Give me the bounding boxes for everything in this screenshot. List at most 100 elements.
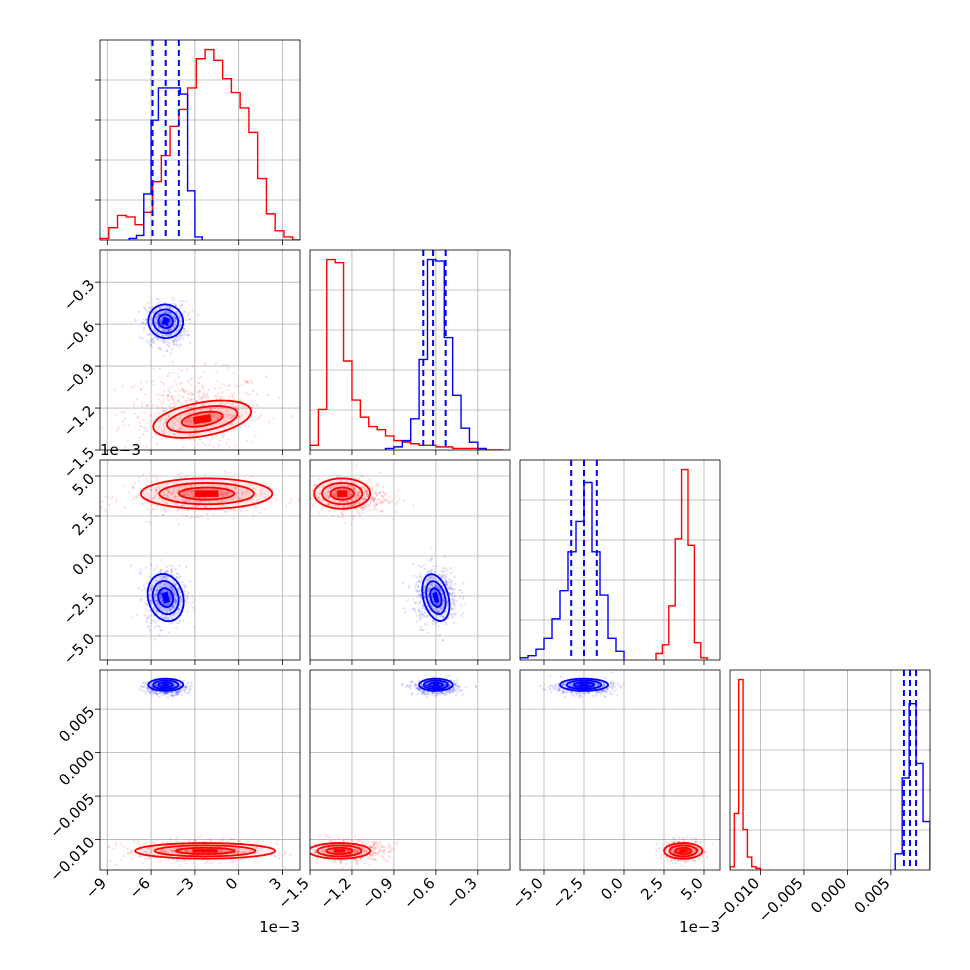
scatter-point-0 <box>189 420 193 424</box>
scatter-point-1 <box>177 325 181 328</box>
scatter-point-1 <box>430 604 433 607</box>
scatter-point-0 <box>365 492 368 495</box>
scatter-point-0 <box>334 489 338 493</box>
scatter-point-1 <box>435 694 438 698</box>
panel-bg <box>310 670 510 870</box>
scatter-point-0 <box>357 502 361 505</box>
scatter-point-0 <box>187 396 190 400</box>
scatter-point-1 <box>168 584 172 588</box>
scatter-point-1 <box>166 340 170 343</box>
scatter-point-1 <box>147 687 150 690</box>
scatter-point-0 <box>178 400 181 404</box>
scatter-point-1 <box>174 567 177 571</box>
scatter-point-0 <box>174 389 177 393</box>
scatter-point-0 <box>257 849 261 853</box>
scatter-point-0 <box>315 857 319 860</box>
scatter-point-1 <box>452 607 455 611</box>
scatter-point-0 <box>145 501 148 505</box>
scatter-point-1 <box>442 615 445 619</box>
scatter-point-0 <box>148 852 151 855</box>
scatter-point-1 <box>169 596 172 600</box>
scatter-point-1 <box>461 591 464 594</box>
scatter-point-1 <box>455 678 458 682</box>
scatter-point-1 <box>168 608 172 612</box>
scatter-point-0 <box>354 851 358 854</box>
scatter-point-0 <box>173 502 177 506</box>
scatter-point-1 <box>176 693 179 696</box>
scatter-point-0 <box>161 393 164 397</box>
scatter-point-0 <box>227 395 231 398</box>
scatter-point-0 <box>226 438 230 441</box>
scatter-point-1 <box>452 602 455 605</box>
scatter-point-1 <box>449 690 453 693</box>
scatter-point-0 <box>307 495 309 497</box>
scatter-point-0 <box>164 510 168 514</box>
scatter-point-1 <box>156 624 160 628</box>
scatter-point-0 <box>362 852 366 855</box>
scatter-point-1 <box>168 564 172 567</box>
scatter-point-0 <box>361 507 364 510</box>
scatter-point-0 <box>206 483 210 486</box>
panel-frame <box>99 459 301 661</box>
scatter-point-1 <box>168 609 171 612</box>
scatter-point-1 <box>163 693 167 696</box>
scatter-point-0 <box>380 494 383 498</box>
scatter-point-0 <box>189 399 192 402</box>
scatter-point-0 <box>223 510 227 513</box>
scatter-point-1 <box>416 580 419 584</box>
scatter-point-1 <box>148 690 152 693</box>
scatter-point-1 <box>150 345 154 349</box>
scatter-point-0 <box>353 487 356 491</box>
scatter-point-0 <box>323 850 326 853</box>
scatter-point-0 <box>181 428 184 431</box>
scatter-point-0 <box>178 345 181 348</box>
scatter-point-0 <box>218 850 222 853</box>
scatter-point-1 <box>423 587 426 591</box>
scatter-point-1 <box>169 333 172 336</box>
scatter-point-1 <box>420 565 423 569</box>
scatter-point-0 <box>306 848 308 850</box>
scatter-point-0 <box>373 497 376 501</box>
density-peak <box>161 591 171 604</box>
scatter-point-0 <box>218 439 222 443</box>
scatter-point-0 <box>254 505 258 509</box>
scatter-point-0 <box>160 506 163 509</box>
scatter-point-0 <box>161 851 165 854</box>
scatter-point-1 <box>165 349 169 353</box>
scatter-point-0 <box>389 855 392 859</box>
scatter-point-0 <box>247 424 251 428</box>
scatter-point-1 <box>451 691 454 694</box>
scatter-point-1 <box>174 304 177 307</box>
scatter-point-0 <box>382 498 386 502</box>
scatter-point-0 <box>226 366 230 370</box>
scatter-point-1 <box>451 588 455 592</box>
scatter-point-0 <box>140 402 144 405</box>
scatter-point-1 <box>171 691 175 694</box>
scatter-point-0 <box>226 840 230 844</box>
scatter-point-1 <box>156 337 159 341</box>
scatter-point-1 <box>155 322 159 325</box>
scatter-point-0 <box>126 848 129 851</box>
scatter-point-1 <box>430 557 434 560</box>
scatter-point-1 <box>162 340 165 343</box>
scatter-point-0 <box>341 515 344 519</box>
scatter-point-1 <box>453 588 457 591</box>
scatter-point-0 <box>246 381 249 385</box>
scatter-point-1 <box>188 321 192 325</box>
scatter-point-0 <box>130 849 133 852</box>
scatter-point-0 <box>181 395 184 398</box>
scatter-point-0 <box>203 371 206 374</box>
scatter-point-0 <box>121 385 124 388</box>
scatter-point-0 <box>209 505 212 508</box>
scatter-point-0 <box>377 498 381 501</box>
scatter-point-1 <box>404 611 407 614</box>
scatter-point-1 <box>188 580 192 583</box>
scatter-point-0 <box>162 389 166 392</box>
scatter-point-1 <box>417 590 420 593</box>
scatter-point-0 <box>375 503 378 507</box>
scatter-point-1 <box>151 584 155 587</box>
scatter-point-0 <box>152 383 156 387</box>
scatter-point-1 <box>173 583 177 586</box>
scatter-point-0 <box>179 864 182 867</box>
scatter-point-1 <box>432 599 435 603</box>
